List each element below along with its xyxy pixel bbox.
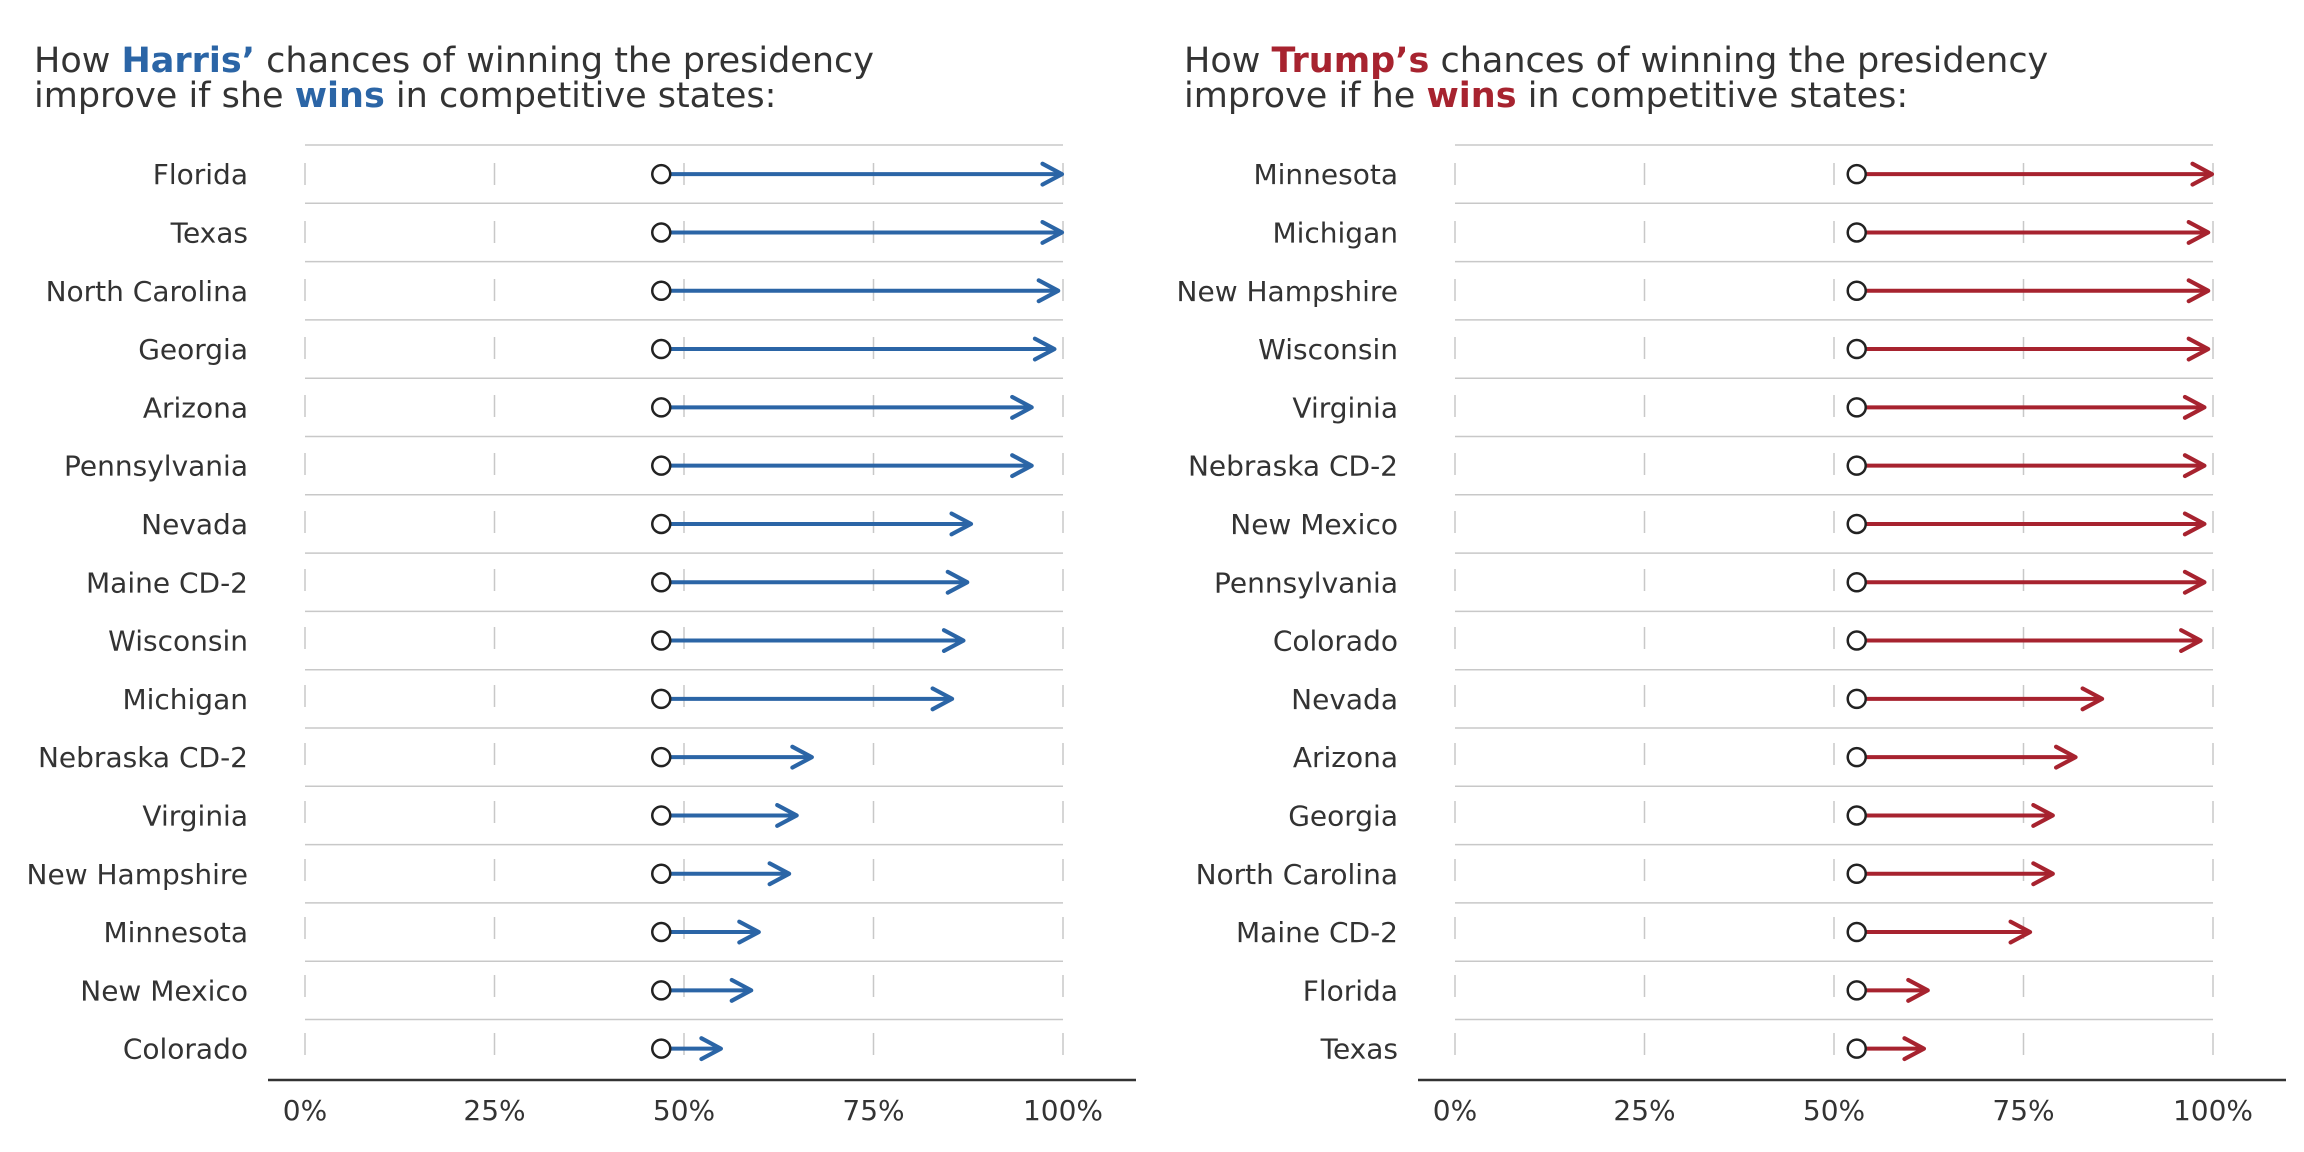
state-label: Texas: [170, 216, 248, 249]
baseline-point: [1846, 746, 1867, 768]
x-tick-label: 75%: [842, 1094, 904, 1127]
title-highlight-harris: Harris’: [121, 41, 256, 81]
baseline-point: [1846, 805, 1867, 826]
baseline-point: [651, 805, 672, 826]
baseline-point: [651, 572, 672, 593]
state-label: Pennsylvania: [1214, 566, 1398, 599]
baseline-point: [651, 163, 672, 185]
baseline-point: [1846, 863, 1867, 884]
baseline-point: [651, 513, 672, 535]
title-text: improve if he: [1184, 76, 1427, 116]
title-highlight-trump: Trump’s: [1271, 41, 1430, 81]
x-tick-label: 100%: [2173, 1094, 2253, 1127]
baseline-point: [651, 397, 672, 418]
baseline-point: [651, 863, 672, 884]
state-label: North Carolina: [46, 275, 248, 308]
state-label: Wisconsin: [108, 625, 248, 658]
baseline-point: [651, 746, 672, 768]
title-text: in competitive states:: [1516, 76, 1909, 116]
harris-chart-panel: How Harris’ chances of winning the presi…: [27, 44, 1136, 1127]
state-label: Nevada: [1291, 683, 1398, 716]
state-label: Arizona: [1293, 741, 1398, 774]
x-tick-label: 50%: [1803, 1094, 1865, 1127]
baseline-point: [1846, 163, 1867, 185]
x-tick-label: 25%: [1613, 1094, 1675, 1127]
state-label: Colorado: [123, 1033, 248, 1066]
baseline-point: [651, 1038, 672, 1059]
baseline-point: [1846, 572, 1867, 593]
trump-chart-svg: 0% 25% 50% 75% 100% Minnesota Michigan New Hamp…: [1177, 144, 2286, 1127]
baseline-point: [651, 688, 672, 710]
baseline-point: [651, 338, 672, 360]
state-label: Georgia: [138, 333, 248, 366]
harris-chart-title: How Harris’ chances of winning the presi…: [34, 44, 874, 114]
baseline-point: [1846, 688, 1867, 710]
state-label: New Mexico: [1230, 508, 1398, 541]
baseline-point: [651, 921, 672, 943]
title-line-1: How Harris’ chances of winning the presi…: [34, 44, 874, 79]
state-label: New Hampshire: [1177, 275, 1398, 308]
state-label: Minnesota: [103, 916, 248, 949]
state-label: New Hampshire: [27, 858, 248, 891]
baseline-point: [651, 980, 672, 1001]
state-label: Pennsylvania: [64, 450, 248, 483]
x-tick-label: 0%: [283, 1094, 327, 1127]
baseline-point: [1846, 280, 1867, 301]
state-label: Colorado: [1273, 625, 1398, 658]
baseline-point: [1846, 397, 1867, 418]
state-label: Texas: [1320, 1033, 1398, 1066]
state-label: Maine CD-2: [1236, 916, 1398, 949]
state-label: Minnesota: [1253, 158, 1398, 191]
baseline-point: [1846, 1038, 1867, 1059]
state-label: North Carolina: [1196, 858, 1398, 891]
title-line-2: improve if she wins in competitive state…: [34, 79, 874, 114]
state-label: Virginia: [142, 799, 248, 832]
x-tick-label: 75%: [1992, 1094, 2054, 1127]
state-label: Florida: [1303, 974, 1398, 1007]
title-text: chances of winning the presidency: [1429, 41, 2049, 81]
baseline-point: [1846, 513, 1867, 535]
state-label: New Mexico: [80, 974, 248, 1007]
state-label: Florida: [153, 158, 248, 191]
x-tick-label: 100%: [1023, 1094, 1103, 1127]
state-label: Wisconsin: [1258, 333, 1398, 366]
baseline-point: [651, 455, 672, 476]
state-label: Michigan: [1272, 216, 1398, 249]
state-label: Nebraska CD-2: [1188, 450, 1398, 483]
state-label: Georgia: [1288, 799, 1398, 832]
title-highlight-wins: wins: [1426, 76, 1517, 116]
title-text: How: [1184, 41, 1272, 81]
baseline-point: [651, 280, 672, 301]
title-text: How: [34, 41, 122, 81]
state-label: Nebraska CD-2: [38, 741, 248, 774]
baseline-point: [1846, 630, 1867, 651]
state-label: Nevada: [141, 508, 248, 541]
baseline-point: [1846, 980, 1867, 1001]
baseline-point: [651, 222, 672, 243]
x-tick-label: 25%: [463, 1094, 525, 1127]
baseline-point: [1846, 222, 1867, 243]
baseline-point: [1846, 921, 1867, 943]
title-text: chances of winning the presidency: [255, 41, 874, 81]
x-tick-label: 0%: [1433, 1094, 1477, 1127]
state-label: Virginia: [1292, 391, 1398, 424]
title-line-1: How Trump’s chances of winning the presi…: [1184, 44, 2048, 79]
state-label: Maine CD-2: [86, 566, 248, 599]
state-label: Michigan: [122, 683, 248, 716]
title-line-2: improve if he wins in competitive states…: [1184, 79, 2048, 114]
harris-chart-svg: 0% 25% 50% 75% 100% Florida Texas North Carolin…: [27, 144, 1136, 1127]
baseline-point: [1846, 338, 1867, 360]
state-label: Arizona: [143, 391, 248, 424]
baseline-point: [651, 630, 672, 651]
trump-chart-panel: How Trump’s chances of winning the presi…: [1150, 0, 2302, 1152]
title-text: improve if she: [34, 76, 295, 116]
x-tick-label: 50%: [653, 1094, 715, 1127]
trump-chart-title: How Trump’s chances of winning the presi…: [1184, 44, 2048, 114]
title-highlight-wins: wins: [294, 76, 385, 116]
baseline-point: [1846, 455, 1867, 476]
title-text: in competitive states:: [384, 76, 777, 116]
